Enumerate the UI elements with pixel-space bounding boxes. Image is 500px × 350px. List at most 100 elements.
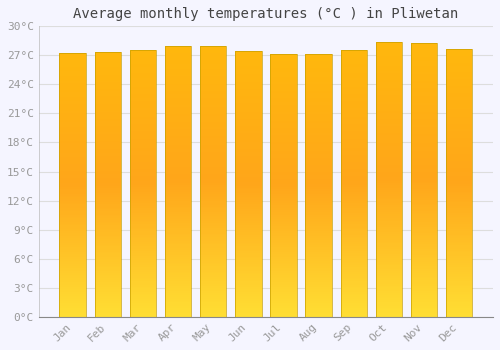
Bar [306, 175, 332, 177]
Bar [376, 241, 402, 244]
Bar [130, 226, 156, 228]
Bar [94, 264, 121, 266]
Bar [94, 312, 121, 313]
Bar [130, 233, 156, 235]
Bar [411, 74, 438, 76]
Bar [411, 189, 438, 191]
Bar [60, 298, 86, 299]
Bar [165, 161, 191, 163]
Bar [376, 308, 402, 309]
Bar [200, 217, 226, 219]
Bar [200, 169, 226, 170]
Bar [200, 51, 226, 53]
Bar [235, 191, 262, 193]
Bar [165, 264, 191, 266]
Bar [340, 75, 367, 76]
Bar [165, 309, 191, 312]
Bar [130, 189, 156, 190]
Bar [60, 227, 86, 229]
Bar [94, 82, 121, 84]
Bar [306, 136, 332, 138]
Bar [200, 279, 226, 281]
Bar [306, 248, 332, 250]
Bar [130, 299, 156, 301]
Bar [376, 249, 402, 251]
Bar [411, 191, 438, 192]
Bar [60, 139, 86, 141]
Bar [130, 301, 156, 302]
Bar [94, 257, 121, 259]
Bar [94, 165, 121, 167]
Bar [94, 262, 121, 264]
Bar [306, 233, 332, 234]
Bar [165, 257, 191, 259]
Bar [411, 150, 438, 152]
Bar [306, 172, 332, 173]
Bar [165, 134, 191, 136]
Bar [270, 278, 296, 280]
Bar [270, 252, 296, 254]
Bar [235, 244, 262, 246]
Bar [446, 179, 472, 181]
Bar [235, 64, 262, 65]
Bar [411, 306, 438, 308]
Bar [235, 172, 262, 174]
Bar [94, 199, 121, 201]
Bar [306, 147, 332, 149]
Bar [235, 299, 262, 301]
Bar [165, 124, 191, 125]
Bar [165, 237, 191, 239]
Bar [340, 315, 367, 317]
Bar [130, 51, 156, 53]
Bar [376, 113, 402, 115]
Bar [200, 192, 226, 194]
Bar [60, 131, 86, 132]
Bar [235, 219, 262, 221]
Bar [235, 234, 262, 236]
Bar [235, 287, 262, 288]
Bar [446, 79, 472, 81]
Bar [235, 239, 262, 241]
Bar [60, 120, 86, 122]
Bar [200, 84, 226, 85]
Bar [94, 201, 121, 202]
Bar [235, 266, 262, 267]
Bar [165, 58, 191, 60]
Bar [60, 152, 86, 154]
Bar [306, 96, 332, 98]
Bar [376, 205, 402, 207]
Bar [411, 128, 438, 131]
Bar [235, 207, 262, 209]
Bar [306, 245, 332, 247]
Bar [376, 225, 402, 227]
Bar [130, 292, 156, 294]
Bar [270, 173, 296, 175]
Bar [200, 315, 226, 317]
Bar [340, 169, 367, 171]
Bar [376, 68, 402, 69]
Bar [446, 77, 472, 79]
Bar [340, 83, 367, 85]
Bar [376, 104, 402, 106]
Bar [200, 156, 226, 158]
Bar [376, 187, 402, 188]
Bar [165, 243, 191, 245]
Bar [270, 175, 296, 177]
Bar [200, 234, 226, 236]
Bar [235, 214, 262, 216]
Bar [60, 169, 86, 171]
Bar [200, 58, 226, 60]
Bar [270, 294, 296, 296]
Bar [130, 237, 156, 238]
Bar [306, 178, 332, 180]
Bar [411, 143, 438, 145]
Bar [446, 54, 472, 56]
Bar [306, 107, 332, 108]
Bar [446, 208, 472, 210]
Bar [306, 298, 332, 299]
Bar [411, 61, 438, 63]
Bar [235, 181, 262, 182]
Bar [130, 65, 156, 67]
Bar [165, 158, 191, 160]
Bar [306, 219, 332, 220]
